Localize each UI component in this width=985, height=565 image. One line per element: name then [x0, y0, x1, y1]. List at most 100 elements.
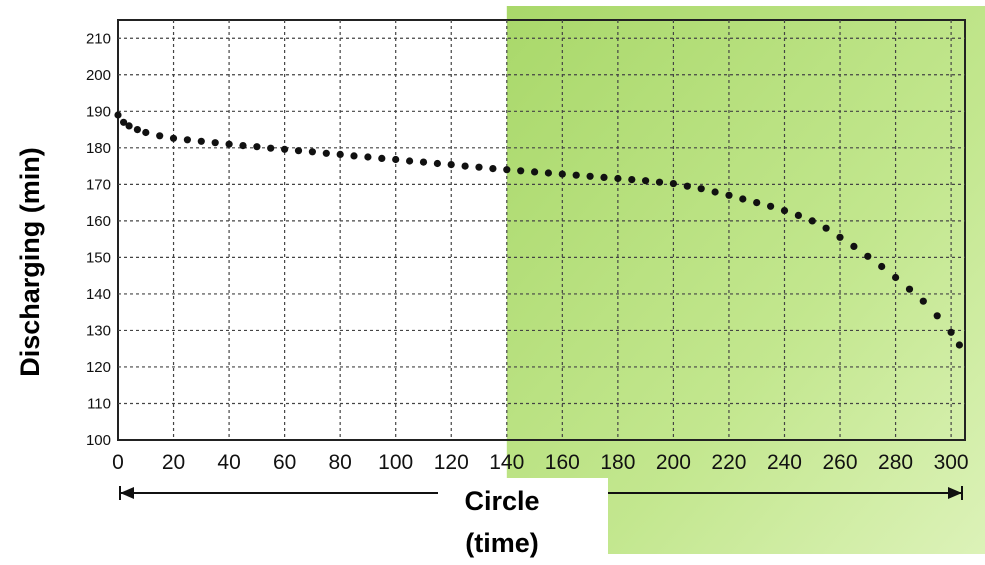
data-point: [156, 132, 164, 140]
y-tick-label: 120: [86, 359, 111, 376]
data-point: [850, 242, 858, 250]
y-tick-label: 170: [86, 176, 111, 193]
data-point: [350, 152, 358, 160]
grid-layer: [118, 20, 965, 440]
data-point: [239, 142, 247, 150]
data-point: [475, 163, 483, 171]
xlabel-box: [438, 478, 608, 560]
data-point: [378, 154, 386, 162]
data-point: [642, 177, 650, 185]
data-point: [919, 297, 927, 305]
data-points: [114, 111, 964, 349]
x-tick-label: 240: [767, 451, 802, 474]
data-point: [503, 166, 511, 174]
data-point: [211, 139, 219, 147]
data-point: [697, 185, 705, 193]
data-point: [447, 161, 455, 169]
y-tick-labels: 100 110 120 130 140 150 160 170 180 190 200 210: [86, 30, 111, 449]
data-point: [225, 140, 233, 148]
data-point: [767, 202, 775, 210]
data-point: [336, 150, 344, 158]
x-tick-label: 120: [434, 451, 469, 474]
data-point: [794, 211, 803, 219]
data-point: [683, 182, 691, 190]
data-point: [531, 168, 539, 176]
data-point: [711, 188, 719, 196]
data-point: [753, 199, 761, 207]
x-tick-label: 80: [328, 451, 351, 474]
data-point: [267, 144, 275, 152]
x-axis-title-line2: (time): [465, 528, 539, 558]
data-point: [614, 174, 622, 183]
y-tick-label: 190: [86, 103, 111, 120]
data-point: [544, 169, 553, 177]
y-tick-label: 200: [86, 67, 111, 84]
x-tick-label: 20: [162, 451, 185, 474]
data-point: [822, 224, 830, 232]
data-point: [322, 149, 330, 157]
data-point: [836, 233, 844, 241]
data-point: [586, 172, 594, 180]
data-point: [955, 341, 964, 349]
data-point: [558, 170, 566, 178]
x-tick-label: 100: [378, 451, 413, 474]
data-point: [878, 262, 886, 271]
data-point: [628, 176, 636, 184]
data-point: [905, 285, 914, 293]
data-point: [892, 273, 900, 282]
y-tick-label: 130: [86, 322, 111, 339]
y-tick-label: 150: [86, 249, 111, 266]
data-point: [364, 153, 372, 161]
data-point: [808, 217, 816, 225]
x-tick-label: 200: [656, 451, 691, 474]
x-tick-label: 220: [711, 451, 746, 474]
x-tick-label: 280: [878, 451, 913, 474]
data-point: [197, 137, 205, 145]
data-point: [517, 167, 525, 175]
highlight-region: [506, 6, 985, 554]
data-point: [433, 159, 441, 168]
data-point: [294, 147, 303, 155]
data-point: [142, 128, 150, 137]
data-point: [183, 136, 191, 144]
data-point: [864, 252, 872, 260]
data-point: [572, 171, 580, 179]
x-tick-label: 40: [217, 451, 240, 474]
x-tick-label: 0: [112, 451, 124, 474]
data-point: [461, 162, 469, 170]
y-tick-label: 100: [86, 432, 111, 449]
data-point: [406, 157, 414, 165]
data-point: [253, 143, 261, 151]
x-tick-label: 260: [823, 451, 858, 474]
y-tick-label: 110: [87, 395, 111, 412]
x-tick-label: 300: [934, 451, 969, 474]
data-point: [739, 195, 747, 203]
data-point: [281, 145, 289, 153]
y-tick-label: 160: [86, 213, 111, 230]
y-tick-label: 210: [86, 30, 111, 47]
x-tick-label: 60: [273, 451, 296, 474]
data-point: [114, 111, 122, 119]
data-point: [655, 178, 664, 186]
x-axis-title-line1: Circle: [464, 486, 539, 516]
data-point: [947, 328, 955, 336]
data-point: [419, 158, 428, 166]
x-tick-label: 180: [600, 451, 635, 474]
data-point: [600, 173, 608, 181]
data-point: [308, 148, 316, 156]
data-point: [669, 180, 678, 188]
data-point: [780, 207, 789, 215]
y-tick-label: 180: [86, 140, 111, 157]
x-tick-label: 160: [545, 451, 580, 474]
data-point: [125, 122, 133, 130]
y-axis-title: Discharging (min): [15, 147, 45, 377]
data-point: [120, 118, 128, 126]
x-tick-labels: 0 20 40 60 80 100 120 140 160 180 200 220 240 260 280 3…: [112, 451, 968, 474]
x-tick-label: 140: [489, 451, 524, 474]
data-point: [133, 126, 141, 134]
data-point: [725, 191, 733, 199]
data-point: [933, 312, 941, 320]
data-point: [489, 165, 497, 173]
